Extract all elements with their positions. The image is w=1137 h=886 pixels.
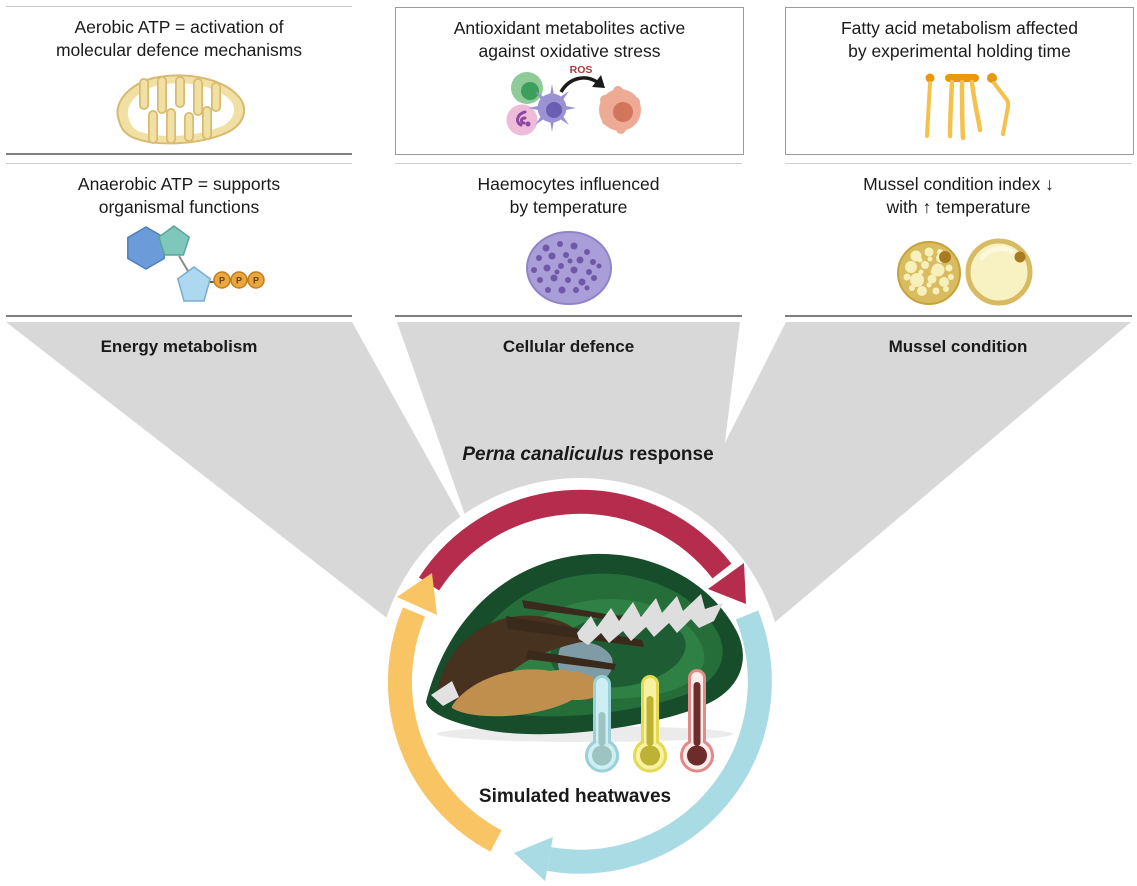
card-anaerobic-atp: Anaerobic ATP = supports organismal func… <box>6 163 352 317</box>
card-title-line: Fatty acid metabolism affected <box>840 18 1078 38</box>
thermometer-hot-icon <box>680 669 714 773</box>
mussel-illustration <box>426 553 743 742</box>
thermometer-cold-icon <box>585 675 619 773</box>
response-suffix: response <box>623 444 714 465</box>
cycle-arrow-cyan <box>514 610 772 881</box>
card-aerobic-atp: Aerobic ATP = activation of molecular de… <box>6 6 352 155</box>
simulated-heatwaves-label: Simulated heatwaves <box>478 786 672 807</box>
species-response-label: Perna canaliculus response <box>400 444 776 466</box>
card-condition-index: Mussel condition index ↓ with ↑ temperat… <box>785 163 1132 317</box>
shell-white-streak <box>577 594 723 645</box>
cycle-arrow-red <box>418 489 746 604</box>
card-haemocytes: Haemocytes influenced by temperature <box>395 163 742 317</box>
card-title-line: Aerobic ATP = activation of <box>74 17 284 37</box>
funnel-label-cellular-defence: Cellular defence <box>502 337 635 356</box>
species-name: Perna canaliculus <box>462 444 624 465</box>
card-title-line: with ↑ temperature <box>886 197 1031 217</box>
card-title-line: Anaerobic ATP = supports <box>77 174 281 194</box>
card-title-line: against oxidative stress <box>478 41 661 61</box>
haemocyte-icon <box>525 231 612 305</box>
card-title-line: Haemocytes influenced <box>477 174 660 194</box>
card-title-line: molecular defence mechanisms <box>55 40 303 60</box>
fatty-acid-icon <box>924 73 1010 141</box>
ros-arrowhead-icon <box>591 75 605 88</box>
card-title-line: organismal functions <box>98 197 260 217</box>
mitochondrion-icon <box>116 74 246 145</box>
card-title-line: Antioxidant metabolites active <box>453 18 686 38</box>
card-title-line: by temperature <box>509 197 628 217</box>
funnel-label-mussel-condition: Mussel condition <box>888 337 1028 356</box>
funnel-label-energy-metabolism: Energy metabolism <box>100 337 258 356</box>
card-fatty-acid: Fatty acid metabolism affected by experi… <box>785 7 1134 155</box>
thermometer-warm-icon <box>633 675 667 773</box>
atp-molecule-icon: P P P <box>127 225 265 302</box>
card-title-line: by experimental holding time <box>848 41 1071 61</box>
ros-label: ROS <box>569 64 592 76</box>
cyan-arrowhead-icon <box>514 837 553 881</box>
immune-cells-ros-icon: ROS <box>506 64 641 136</box>
phosphate-label: P <box>219 276 225 286</box>
oocyte-condition-icon <box>896 238 1032 306</box>
card-antioxidant: Antioxidant metabolites active against o… <box>395 7 744 155</box>
red-arrowhead-icon <box>708 563 746 604</box>
phosphate-label: P <box>236 276 242 286</box>
cycle-arrow-orange <box>387 573 502 852</box>
phosphate-label: P <box>253 276 259 286</box>
card-title-line: Mussel condition index ↓ <box>863 174 1054 194</box>
orange-arrowhead-icon <box>397 573 437 615</box>
